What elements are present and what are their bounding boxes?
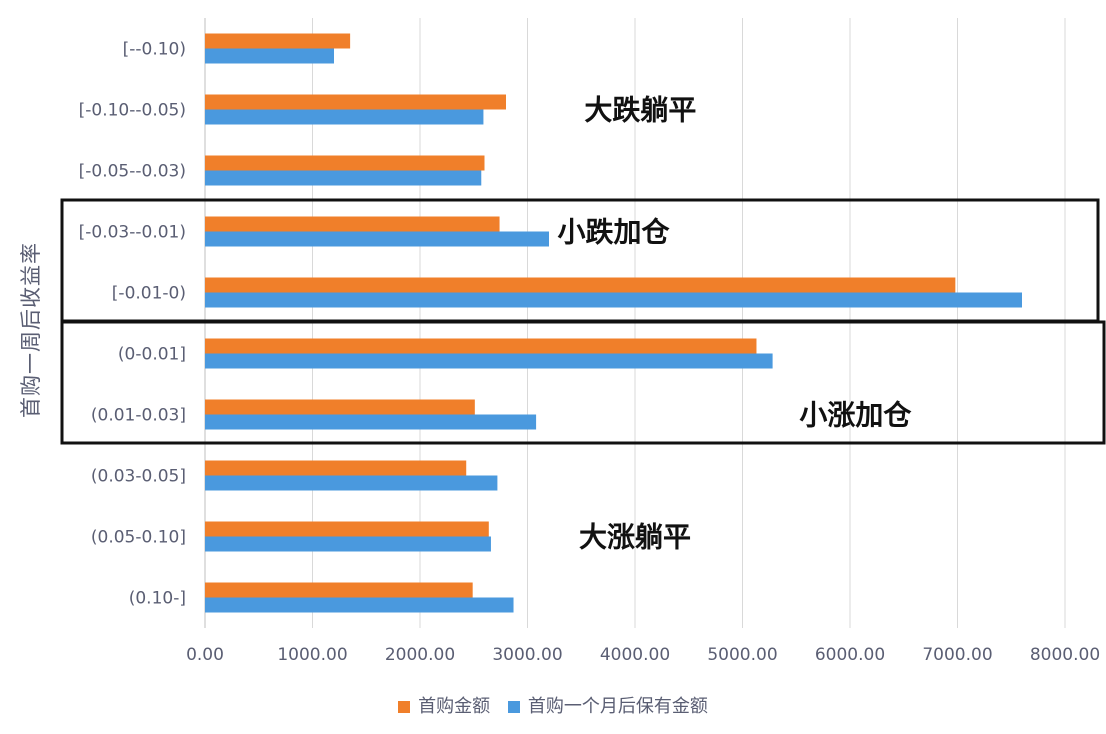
x-tick-label: 1000.00 [277,645,347,665]
bar-first-purchase [205,460,467,476]
legend-label: 首购金额 [418,696,491,717]
x-tick-label: 5000.00 [707,645,777,665]
bar-first-purchase [205,94,506,110]
bar-held-after-month [205,48,334,64]
bar-first-purchase [205,33,351,49]
bar-held-after-month [205,597,514,613]
x-tick-label: 4000.00 [600,645,670,665]
x-tick-label: 8000.00 [1030,645,1100,665]
legend-label: 首购一个月后保有金额 [527,696,708,717]
y-tick-label: (0.10-] [129,589,186,609]
legend-item-series-1: 首购一个月后保有金额 [507,692,708,718]
bar-first-purchase [205,277,956,293]
y-tick-label: [--0.10) [123,40,186,60]
x-tick-label: 7000.00 [922,645,992,665]
highlight-box [60,320,1106,445]
legend-swatch [507,701,520,713]
bar-held-after-month [205,292,1022,308]
y-tick-label: (0-0.01] [118,345,186,365]
bar-held-after-month [205,414,537,430]
x-tick-label: 3000.00 [492,645,562,665]
y-axis-title: 首购一周后收益率 [19,242,43,418]
bar-first-purchase [205,521,489,537]
bar-held-after-month [205,109,484,125]
x-tick-label: 6000.00 [815,645,885,665]
annotation-label: 小涨加仓 [799,399,912,432]
bar-held-after-month [205,475,498,491]
bar-first-purchase [205,582,473,598]
x-tick-label: 2000.00 [385,645,455,665]
y-tick-label: (0.03-0.05] [91,467,186,487]
bar-first-purchase [205,399,475,415]
x-tick-label: 0.00 [186,645,224,665]
bar-held-after-month [205,353,773,369]
y-tick-label: [-0.03--0.01) [79,223,186,243]
legend: 首购金额 首购一个月后保有金额 [0,692,1106,718]
legend-item-series-0: 首购金额 [398,692,490,718]
y-tick-label: (0.05-0.10] [91,528,186,548]
legend-swatch [398,701,411,713]
annotation-label: 大涨躺平 [579,521,691,554]
y-tick-label: [-0.05--0.03) [79,162,186,182]
bar-held-after-month [205,536,491,552]
bar-first-purchase [205,216,500,232]
bar-held-after-month [205,170,482,186]
annotation-label: 小跌加仓 [557,216,670,249]
bar-held-after-month [205,231,549,247]
y-tick-label: [-0.01-0) [112,284,186,304]
y-axis-title-wrap: 首购一周后收益率 [10,200,50,460]
y-tick-label: (0.01-0.03] [91,406,186,426]
annotation-label: 大跌躺平 [584,94,696,127]
bar-first-purchase [205,155,485,171]
y-tick-label: [-0.10--0.05) [79,101,186,121]
bar-first-purchase [205,338,757,354]
